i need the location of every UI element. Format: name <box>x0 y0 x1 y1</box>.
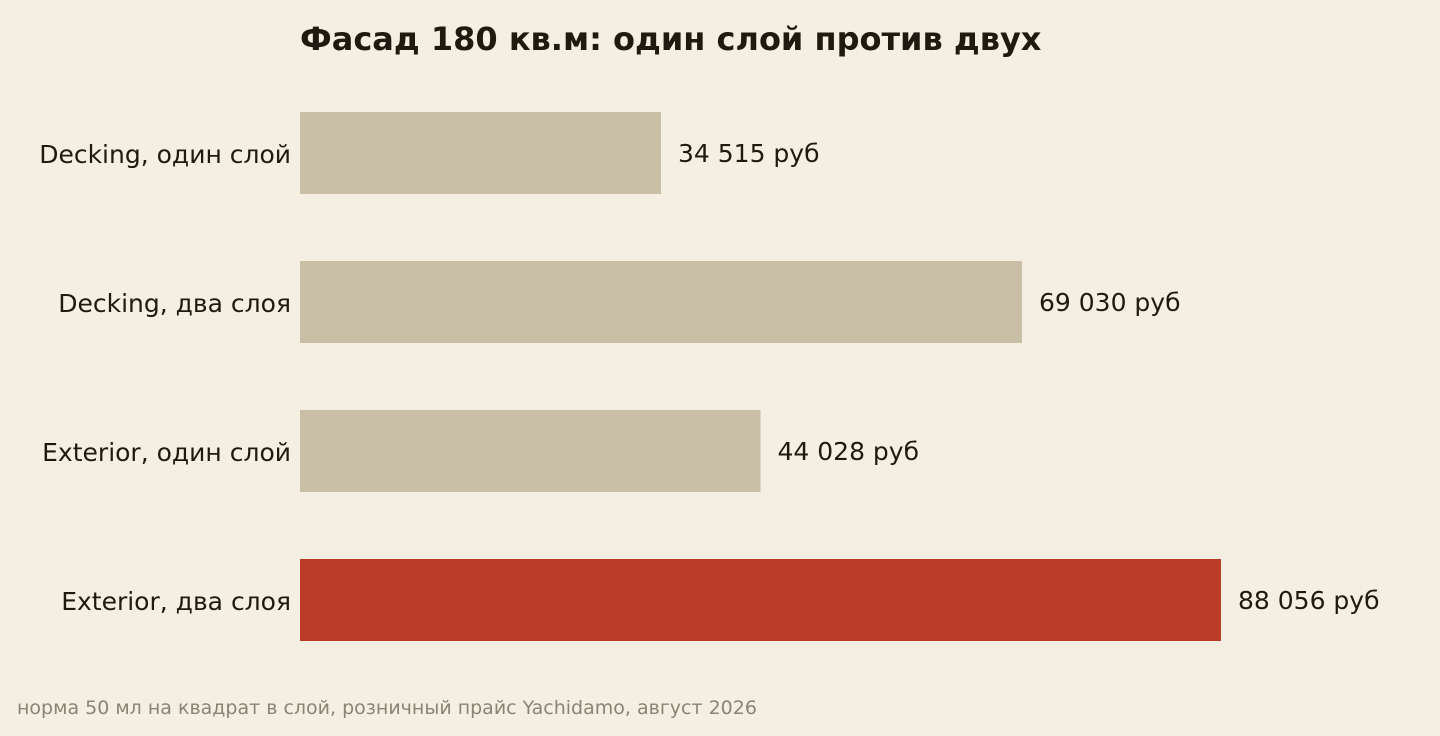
value-label: 44 028 руб <box>778 437 920 466</box>
value-label: 34 515 руб <box>678 139 820 168</box>
bars-group: Decking, один слой 34 515 руб Decking, два… <box>39 112 1380 641</box>
chart-footnote: норма 50 мл на квадрат в слой, розничный… <box>17 697 757 719</box>
bar <box>300 261 1023 343</box>
category-label: Decking, два слоя <box>58 289 291 318</box>
bar <box>300 112 662 194</box>
category-label: Exterior, два слоя <box>61 587 291 616</box>
category-label: Exterior, один слой <box>42 438 291 467</box>
category-label: Decking, один слой <box>39 140 291 169</box>
value-label: 69 030 руб <box>1039 288 1181 317</box>
bar <box>300 559 1221 641</box>
value-label: 88 056 руб <box>1238 586 1380 615</box>
bar <box>300 410 761 492</box>
chart-title: Фасад 180 кв.м: один слой против двух <box>300 20 1042 58</box>
